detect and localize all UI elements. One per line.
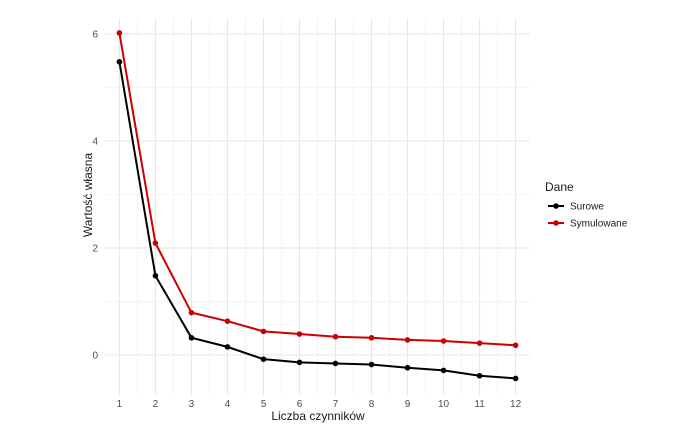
y-tick-label: 0: [92, 350, 98, 361]
data-point: [116, 30, 123, 36]
series-layer: [116, 30, 519, 382]
x-tick-label: 2: [153, 399, 159, 410]
x-tick-label: 4: [225, 399, 231, 410]
y-tick-label: 6: [92, 30, 98, 41]
legend-key-point: [553, 203, 559, 209]
data-point: [296, 359, 303, 366]
y-axis-ticks: 0 2 4 6: [92, 30, 98, 362]
data-point: [332, 333, 339, 340]
y-tick-label: 4: [92, 136, 98, 147]
x-axis-title: Liczba czynników: [271, 409, 365, 423]
x-axis-ticks: 1 2 3 4 5 6 7 8 9 10 11 12: [117, 399, 522, 410]
data-point: [404, 364, 411, 371]
grid: [105, 18, 530, 395]
y-axis-title: Wartość własna: [81, 153, 95, 238]
x-tick-label: 12: [510, 399, 522, 410]
data-point: [512, 342, 519, 349]
data-point: [368, 361, 375, 368]
data-point: [512, 375, 519, 382]
series-symulowane: [116, 30, 519, 349]
legend-item-surowe: Surowe: [548, 202, 604, 213]
series-line: [118, 32, 516, 347]
data-point: [116, 59, 123, 65]
legend-title: Dane: [545, 180, 574, 194]
data-point: [440, 367, 447, 374]
legend-item-symulowane: Symulowane: [548, 219, 628, 230]
data-point: [440, 338, 447, 344]
legend-label: Surowe: [570, 202, 604, 213]
x-tick-label: 1: [117, 399, 123, 410]
data-point: [152, 272, 159, 279]
x-tick-label: 11: [474, 399, 485, 410]
data-point: [260, 356, 267, 362]
x-tick-label: 7: [333, 399, 339, 410]
x-tick-label: 9: [405, 399, 411, 410]
data-point: [260, 328, 267, 335]
data-point: [404, 337, 411, 343]
data-point: [224, 318, 231, 325]
legend-key-point: [553, 220, 559, 226]
legend: Dane Surowe Symulowane: [545, 180, 628, 230]
data-point: [152, 240, 159, 246]
series-surowe: [116, 59, 519, 382]
data-point: [332, 360, 339, 367]
x-tick-label: 5: [261, 399, 267, 410]
data-point: [368, 334, 375, 341]
x-tick-label: 10: [438, 399, 450, 410]
data-point: [476, 340, 483, 346]
x-tick-label: 3: [189, 399, 195, 410]
legend-label: Symulowane: [570, 219, 628, 230]
x-tick-label: 8: [369, 399, 375, 410]
y-tick-label: 2: [92, 243, 98, 254]
series-line: [118, 61, 516, 380]
data-point: [296, 331, 303, 337]
data-point: [188, 309, 195, 316]
data-point: [188, 334, 195, 341]
x-tick-label: 6: [297, 399, 303, 410]
data-point: [224, 344, 231, 350]
data-point: [476, 372, 483, 379]
